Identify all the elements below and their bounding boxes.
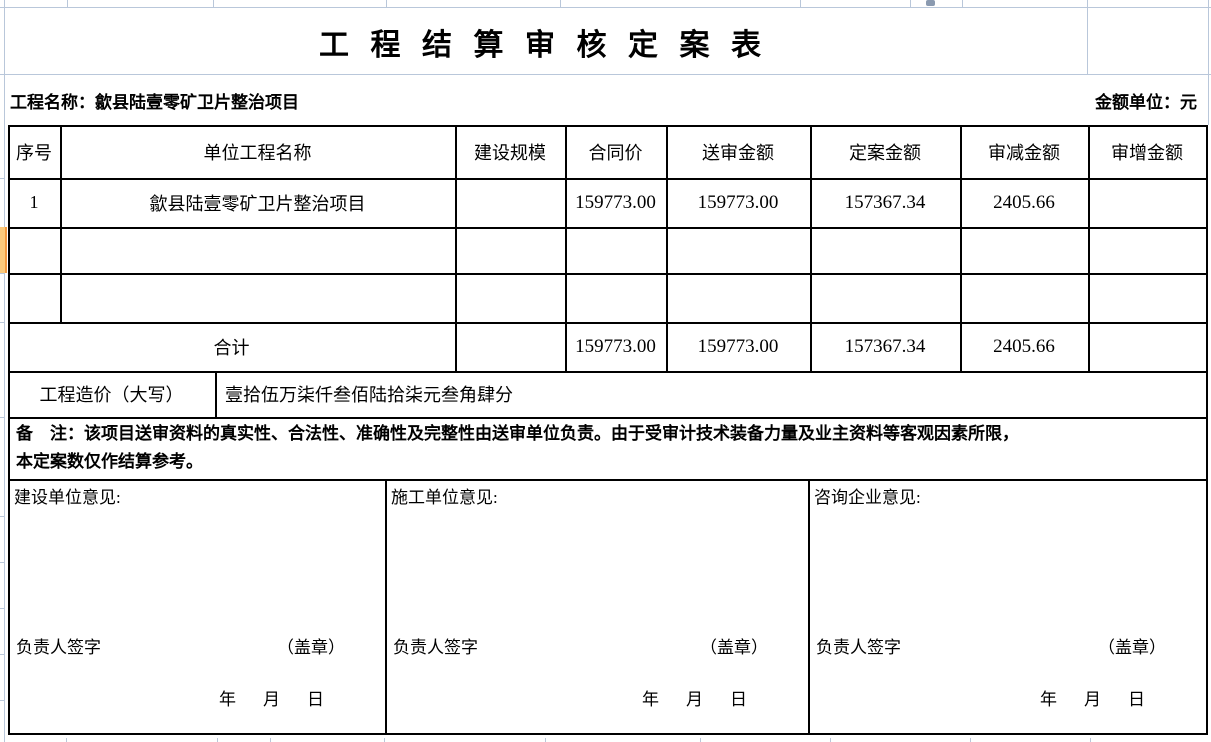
gridline [700, 738, 701, 742]
date-line: 年 月 日 [219, 690, 329, 709]
gridline [213, 0, 214, 7]
capital-cost-value-cell[interactable]: 壹拾伍万柒仟叁佰陆拾柒元叁角肆分 [225, 385, 513, 405]
remark-line-2: 本定案数仅作结算参考。 [16, 452, 203, 471]
partial-object-icon [926, 0, 935, 6]
row-highlight-indicator [0, 227, 7, 273]
seal-label: （盖章） [700, 638, 768, 657]
gridline [0, 417, 4, 418]
table-line [8, 417, 1208, 419]
gridline [1090, 738, 1091, 742]
row1-submitted-cell[interactable]: 159773.00 [697, 191, 779, 213]
table-line [810, 125, 812, 371]
total-contract-cell[interactable]: 159773.00 [575, 335, 656, 357]
total-label-cell[interactable]: 合计 [213, 337, 250, 358]
opinion-label: 施工单位意见: [391, 488, 498, 507]
opinion-label: 咨询企业意见: [814, 488, 921, 507]
table-line [8, 227, 1208, 229]
table-border [8, 125, 1208, 127]
table-line [960, 125, 962, 371]
table-line [8, 322, 1208, 324]
table-line [455, 125, 457, 371]
opinion-cell-construction-unit[interactable]: 建设单位意见: 负责人签字 （盖章） 年 月 日 [8, 479, 385, 735]
table-line [385, 479, 387, 735]
row1-reduced-cell[interactable]: 2405.66 [993, 191, 1055, 213]
project-name-cell[interactable]: 工程名称：歙县陆壹零矿卫片整治项目 [10, 92, 299, 112]
sign-label: 负责人签字 [816, 638, 901, 657]
sign-label: 负责人签字 [16, 638, 101, 657]
table-line [8, 371, 1208, 373]
table-border [1206, 125, 1208, 735]
total-finalized-cell[interactable]: 157367.34 [844, 335, 926, 357]
header-finalized-amount[interactable]: 定案金额 [849, 142, 921, 163]
table-line [8, 479, 1208, 481]
gridline [0, 516, 4, 517]
date-line: 年 月 日 [642, 690, 752, 709]
gridline [0, 608, 4, 609]
remark-line-1: 备 注：该项目送审资料的真实性、合法性、准确性及完整性由送审单位负责。由于受审计… [16, 424, 1019, 443]
gridline [0, 654, 4, 655]
date-line: 年 月 日 [1040, 690, 1150, 709]
table-line [60, 125, 62, 322]
gridline [66, 738, 67, 742]
table-line [215, 371, 217, 417]
total-reduced-cell[interactable]: 2405.66 [993, 335, 1055, 357]
gridline [0, 322, 4, 323]
settlement-table: 序号 单位工程名称 建设规模 合同价 送审金额 定案金额 审减金额 审增金额 1… [8, 125, 1208, 735]
gridline [0, 74, 1211, 75]
row1-name-cell[interactable]: 歙县陆壹零矿卫片整治项目 [149, 193, 366, 214]
table-line [1088, 125, 1090, 371]
gridline [830, 738, 831, 742]
gridline [545, 738, 546, 742]
gridline [0, 7, 1211, 8]
gridline [386, 0, 387, 7]
table-line [666, 125, 668, 371]
total-submitted-cell[interactable]: 159773.00 [697, 335, 779, 357]
gridline [217, 738, 218, 742]
sign-label: 负责人签字 [393, 638, 478, 657]
table-line [8, 178, 1208, 180]
gridline [384, 738, 385, 742]
gridline [970, 738, 971, 742]
gridline [0, 562, 4, 563]
gridline [962, 0, 963, 7]
header-submitted-amount[interactable]: 送审金额 [702, 142, 774, 163]
gridline [1208, 0, 1209, 125]
gridline [910, 0, 911, 7]
gridline [560, 0, 561, 7]
page-title[interactable]: 工 程 结 算 审 核 定 案 表 [319, 28, 768, 62]
table-line [565, 125, 567, 371]
table-line [808, 479, 810, 735]
remark-cell[interactable]: 备 注：该项目送审资料的真实性、合法性、准确性及完整性由送审单位负责。由于受审计… [8, 417, 1208, 479]
gridline [1087, 0, 1088, 75]
gridline [800, 0, 801, 7]
header-contract-price[interactable]: 合同价 [588, 142, 643, 163]
opinion-label: 建设单位意见: [14, 488, 121, 507]
header-increased-amount[interactable]: 审增金额 [1111, 142, 1183, 163]
seal-label: （盖章） [1098, 638, 1166, 657]
gridline [270, 738, 271, 742]
seal-label: （盖章） [277, 638, 345, 657]
row1-seq-cell[interactable]: 1 [29, 192, 39, 212]
opinion-cell-consulting-firm[interactable]: 咨询企业意见: 负责人签字 （盖章） 年 月 日 [808, 479, 1206, 735]
opinion-cell-contractor-unit[interactable]: 施工单位意见: 负责人签字 （盖章） 年 月 日 [385, 479, 808, 735]
row1-contract-cell[interactable]: 159773.00 [575, 191, 656, 213]
gridline [4, 0, 5, 742]
table-border [8, 125, 10, 735]
gridline [0, 178, 4, 179]
header-reduced-amount[interactable]: 审减金额 [988, 142, 1060, 163]
header-unit-project-name[interactable]: 单位工程名称 [203, 142, 312, 163]
row1-finalized-cell[interactable]: 157367.34 [844, 191, 926, 213]
header-seq[interactable]: 序号 [16, 142, 52, 163]
gridline [0, 273, 4, 274]
table-line [8, 273, 1208, 275]
capital-cost-label-cell[interactable]: 工程造价（大写） [39, 385, 184, 405]
table-border [8, 733, 1208, 735]
gridline [67, 0, 68, 7]
amount-unit-cell[interactable]: 金额单位：元 [1095, 92, 1197, 112]
gridline [0, 700, 4, 701]
header-construction-scale[interactable]: 建设规模 [474, 142, 546, 163]
